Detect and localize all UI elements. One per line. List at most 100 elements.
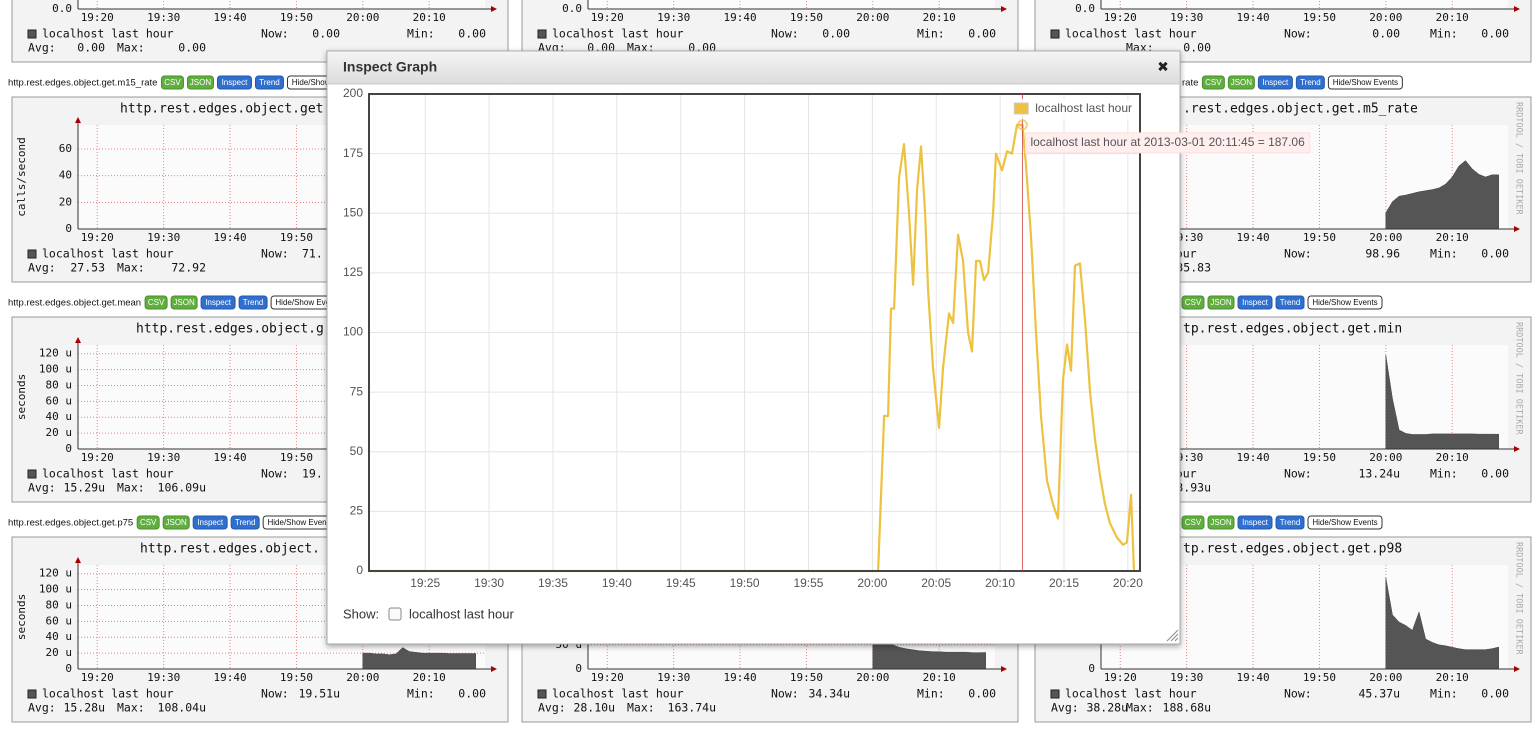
toolbar-button[interactable]: Inspect: [1257, 75, 1293, 90]
button-bg[interactable]: [1181, 515, 1205, 530]
toolbar-button[interactable]: JSON: [1207, 515, 1235, 530]
stat-value: 19.: [302, 467, 323, 481]
toolbar-button[interactable]: CSV: [144, 295, 168, 310]
button-label[interactable]: Inspect: [222, 78, 249, 87]
stat-label: Min:: [407, 27, 435, 41]
toolbar-button[interactable]: Trend: [238, 295, 268, 310]
button-bg[interactable]: [192, 515, 228, 530]
button-bg[interactable]: [238, 295, 268, 310]
toolbar-button[interactable]: JSON: [162, 515, 190, 530]
button-label[interactable]: Hide/Show Events: [292, 78, 357, 87]
y-tick-label: 120 u: [39, 347, 72, 360]
x-tick-label: 19:45: [666, 576, 696, 590]
toolbar-button[interactable]: Inspect: [1237, 515, 1273, 530]
toolbar-button[interactable]: Inspect: [200, 295, 236, 310]
close-button[interactable]: ✖: [1157, 59, 1169, 75]
button-label[interactable]: CSV: [1185, 518, 1202, 527]
x-tick-label: 19:40: [602, 576, 632, 590]
button-bg[interactable]: [1207, 295, 1235, 310]
button-bg[interactable]: [1181, 295, 1205, 310]
button-label[interactable]: CSV: [140, 518, 157, 527]
x-tick-label: 20:00: [856, 11, 889, 24]
toolbar-button[interactable]: CSV: [160, 75, 184, 90]
button-label[interactable]: CSV: [1185, 298, 1202, 307]
toolbar-button[interactable]: Inspect: [192, 515, 228, 530]
x-tick-label: 19:30: [147, 231, 180, 244]
toolbar-button[interactable]: Trend: [254, 75, 284, 90]
button-bg[interactable]: [1237, 515, 1273, 530]
button-bg[interactable]: [1307, 515, 1383, 530]
button-label[interactable]: JSON: [1210, 518, 1232, 527]
toolbar-button[interactable]: Hide/Show Events: [1307, 515, 1383, 530]
toolbar-button[interactable]: Inspect: [1237, 295, 1273, 310]
button-bg[interactable]: [160, 75, 184, 90]
toolbar-button[interactable]: Hide/Show Events: [262, 515, 338, 530]
resize-handle[interactable]: [1166, 629, 1179, 642]
button-bg[interactable]: [1327, 75, 1403, 90]
button-label[interactable]: Hide/Show Events: [1333, 78, 1398, 87]
button-bg[interactable]: [1227, 75, 1255, 90]
button-label[interactable]: CSV: [1205, 78, 1222, 87]
toolbar-button[interactable]: CSV: [1181, 515, 1205, 530]
toolbar-button[interactable]: Hide/Show Events: [1307, 295, 1383, 310]
toolbar-button[interactable]: Inspect: [216, 75, 252, 90]
series-toggle-label[interactable]: localhost last hour: [409, 606, 514, 621]
button-label[interactable]: Trend: [243, 298, 264, 307]
toolbar-button[interactable]: JSON: [170, 295, 198, 310]
button-label[interactable]: Inspect: [205, 298, 232, 307]
button-label[interactable]: JSON: [190, 78, 212, 87]
button-label[interactable]: Hide/Show Events: [1312, 298, 1377, 307]
watermark: RRDTOOL / TOBI OETIKER: [1514, 102, 1524, 215]
button-label[interactable]: Trend: [1300, 78, 1321, 87]
toolbar-button[interactable]: Trend: [1275, 295, 1305, 310]
legend-swatch: [27, 29, 37, 39]
toolbar-button[interactable]: CSV: [1201, 75, 1225, 90]
button-bg[interactable]: [254, 75, 284, 90]
button-bg[interactable]: [1307, 295, 1383, 310]
button-bg[interactable]: [170, 295, 198, 310]
toolbar-button[interactable]: Trend: [230, 515, 260, 530]
button-bg[interactable]: [200, 295, 236, 310]
x-tick-label: 20:15: [1049, 576, 1079, 590]
button-label[interactable]: Inspect: [1242, 518, 1269, 527]
button-bg[interactable]: [1201, 75, 1225, 90]
button-bg[interactable]: [144, 295, 168, 310]
toolbar-button[interactable]: Trend: [1295, 75, 1325, 90]
toolbar-button[interactable]: Trend: [1275, 515, 1305, 530]
button-label[interactable]: Trend: [1280, 518, 1301, 527]
series-checkbox[interactable]: [388, 607, 402, 621]
y-tick-label: 0.0: [562, 2, 582, 15]
button-bg[interactable]: [1275, 295, 1305, 310]
toolbar-button[interactable]: JSON: [186, 75, 214, 90]
button-label[interactable]: Trend: [259, 78, 280, 87]
button-bg[interactable]: [1237, 295, 1273, 310]
button-label[interactable]: Inspect: [1242, 298, 1269, 307]
toolbar-button[interactable]: JSON: [1207, 295, 1235, 310]
button-bg[interactable]: [216, 75, 252, 90]
button-label[interactable]: Inspect: [197, 518, 224, 527]
toolbar-button[interactable]: JSON: [1227, 75, 1255, 90]
button-bg[interactable]: [230, 515, 260, 530]
button-bg[interactable]: [186, 75, 214, 90]
button-bg[interactable]: [1257, 75, 1293, 90]
button-label[interactable]: JSON: [173, 298, 195, 307]
button-label[interactable]: Hide/Show Events: [1312, 518, 1377, 527]
toolbar-button[interactable]: Hide/Show Events: [1327, 75, 1403, 90]
button-label[interactable]: JSON: [166, 518, 188, 527]
button-label[interactable]: JSON: [1210, 298, 1232, 307]
button-label[interactable]: Hide/Show Events: [275, 298, 340, 307]
button-bg[interactable]: [162, 515, 190, 530]
toolbar-button[interactable]: CSV: [136, 515, 160, 530]
button-label[interactable]: Trend: [235, 518, 256, 527]
button-bg[interactable]: [1275, 515, 1305, 530]
button-label[interactable]: CSV: [164, 78, 181, 87]
button-label[interactable]: Trend: [1280, 298, 1301, 307]
button-bg[interactable]: [1207, 515, 1235, 530]
button-label[interactable]: Inspect: [1262, 78, 1289, 87]
button-bg[interactable]: [136, 515, 160, 530]
button-label[interactable]: CSV: [148, 298, 165, 307]
button-label[interactable]: Hide/Show Events: [267, 518, 332, 527]
toolbar-button[interactable]: CSV: [1181, 295, 1205, 310]
button-bg[interactable]: [1295, 75, 1325, 90]
button-label[interactable]: JSON: [1231, 78, 1253, 87]
